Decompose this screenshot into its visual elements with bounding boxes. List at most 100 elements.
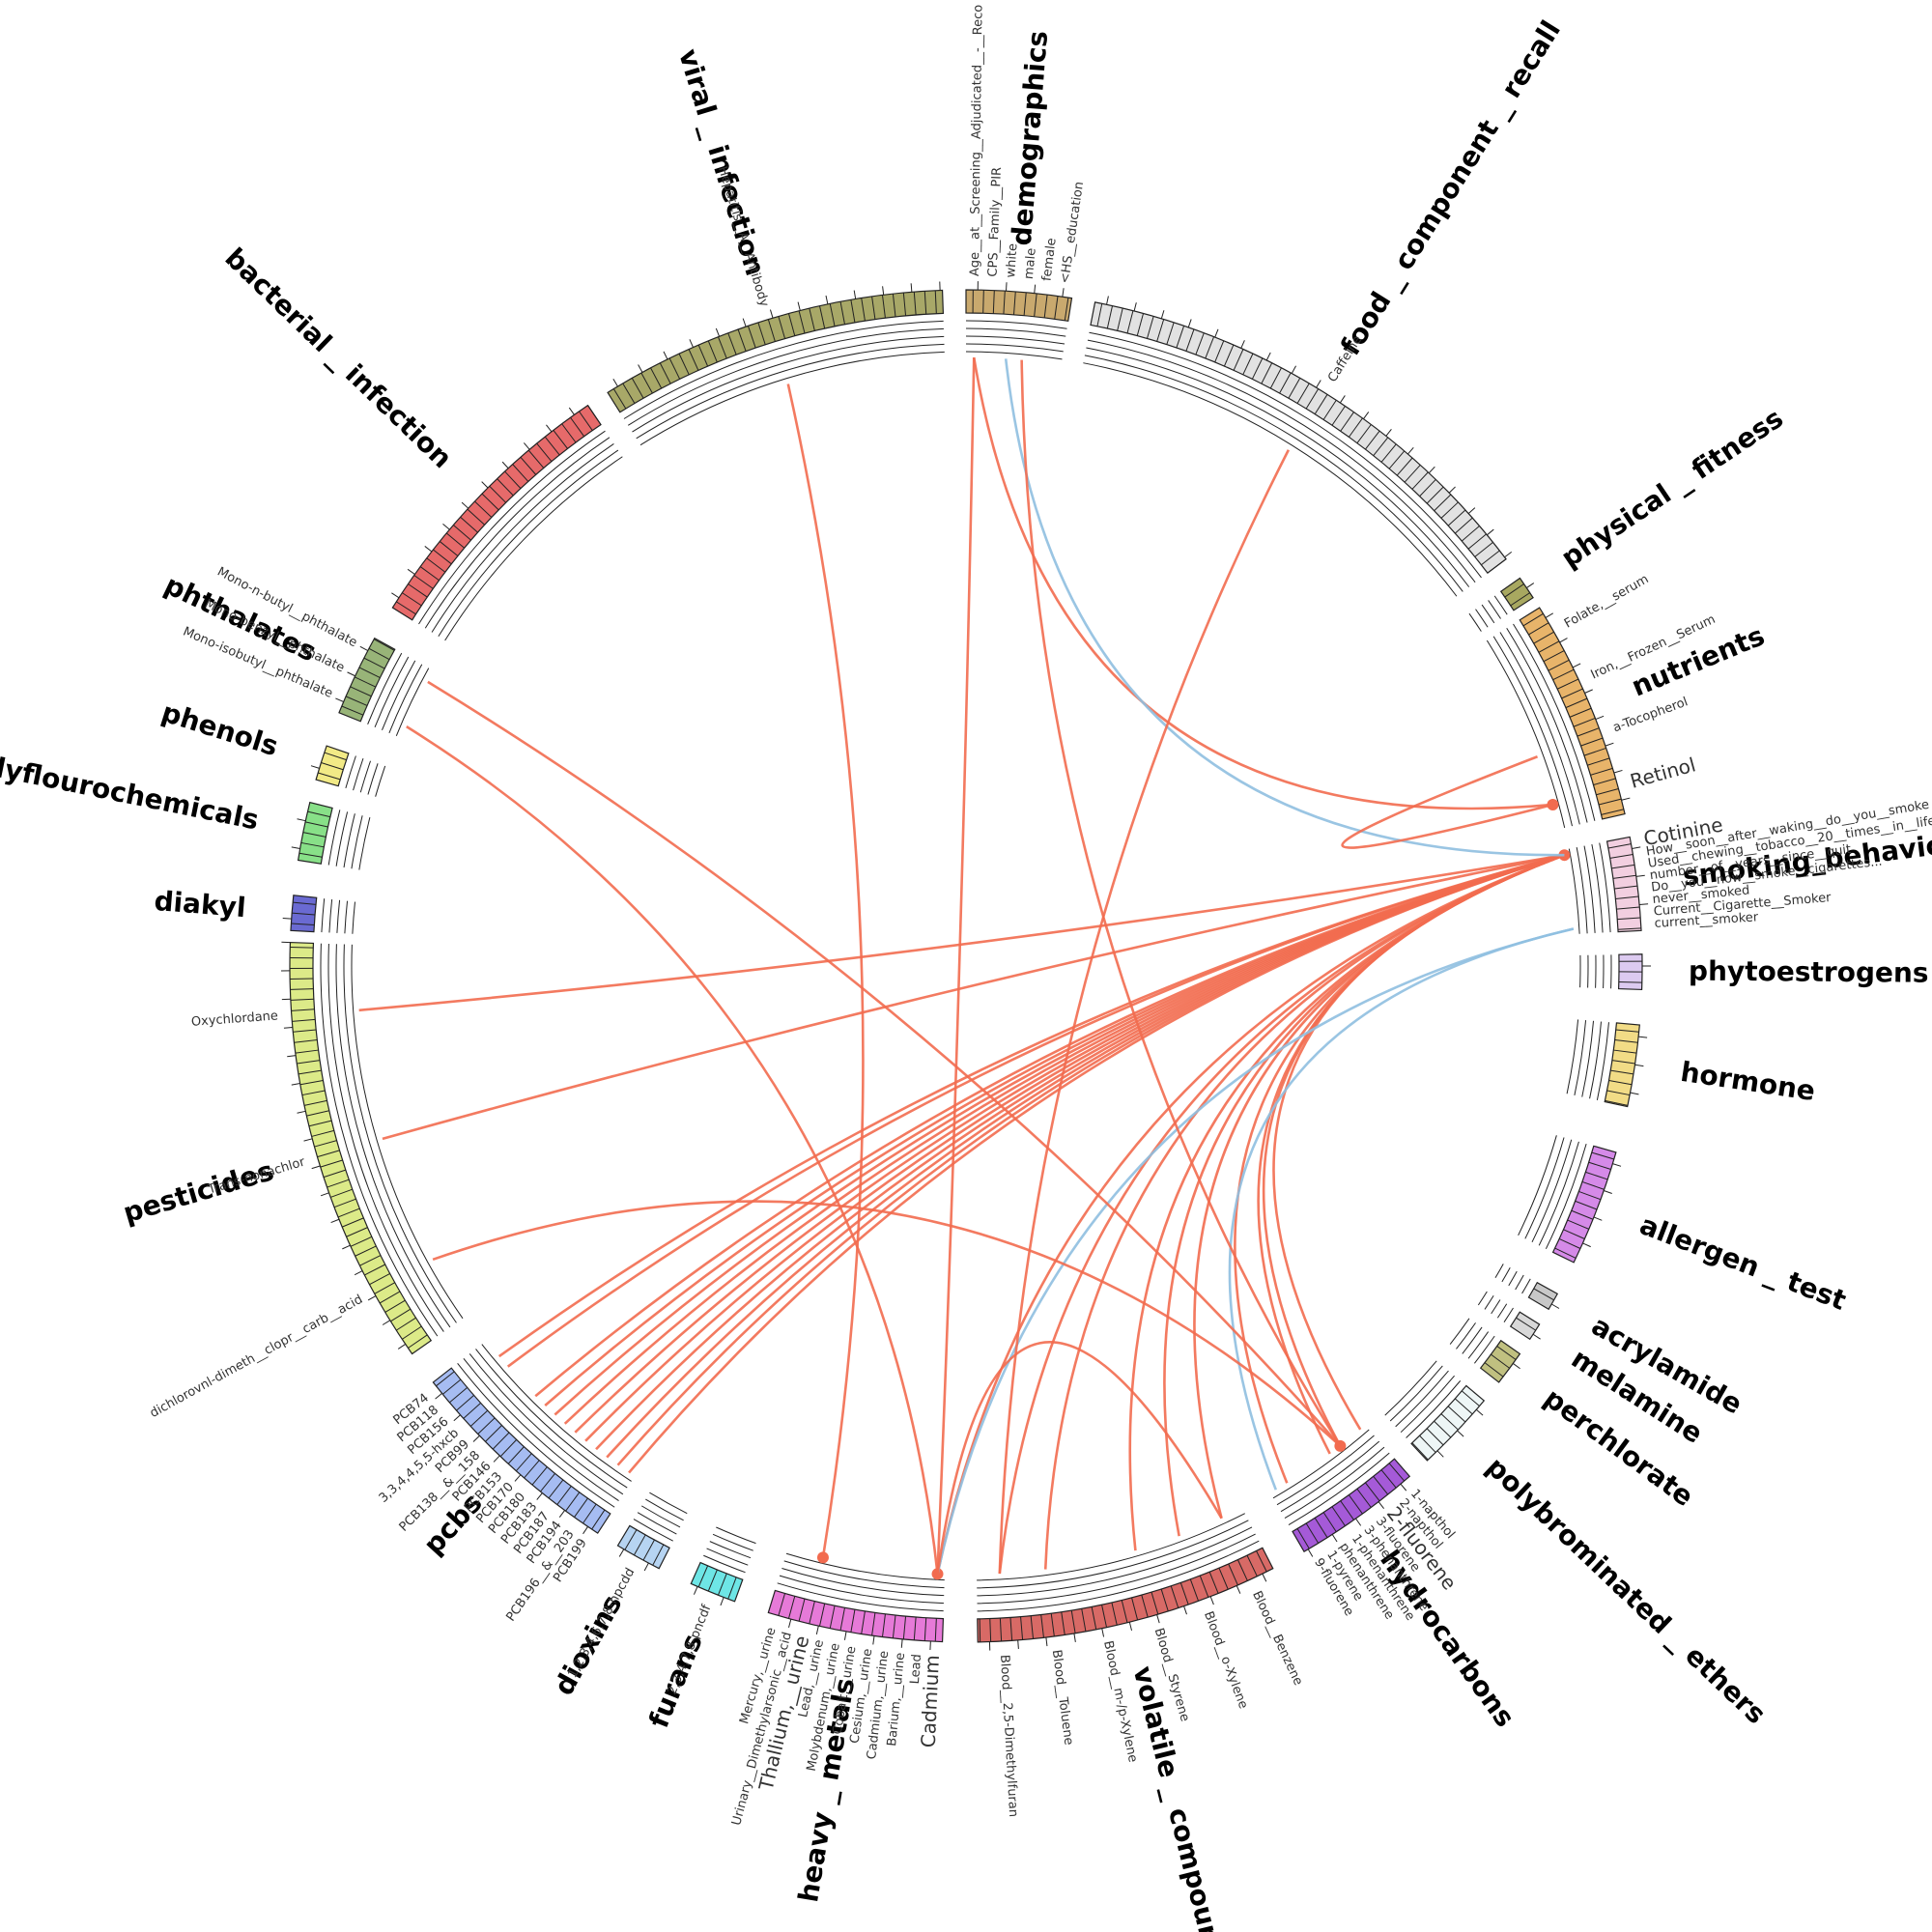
sector-divider xyxy=(934,1618,937,1642)
group-label: viral _ infection xyxy=(672,45,772,279)
sector-tick xyxy=(291,1083,300,1086)
sector-divider xyxy=(1199,1575,1209,1598)
sector-divider xyxy=(330,1188,353,1198)
sector-divider xyxy=(659,362,671,384)
track xyxy=(1456,1322,1476,1350)
sector-divider xyxy=(1061,1611,1065,1635)
feature-label: current__smoker xyxy=(1654,910,1759,931)
feature-label: dichlorovnl-dimeth__clopr__carb__acid xyxy=(148,1293,365,1421)
feature-label: 1,2,3,4,6,7,8-hpcdd xyxy=(565,1566,638,1681)
sector-divider xyxy=(1160,1588,1169,1612)
sector-tick xyxy=(663,351,668,360)
track xyxy=(1276,1435,1375,1506)
sector-divider xyxy=(1356,1488,1372,1508)
link xyxy=(628,853,1565,1474)
sector-divider xyxy=(1522,612,1544,627)
sector-divider xyxy=(574,1497,588,1518)
sector-tick xyxy=(882,286,885,296)
feature-label: Blood__2,5-Dimethylfuran xyxy=(997,1654,1020,1817)
sector-tick xyxy=(1316,380,1321,388)
sector-divider xyxy=(298,1069,322,1075)
sector-divider xyxy=(303,1099,327,1106)
sector-divider xyxy=(1348,1494,1363,1515)
sector-divider xyxy=(1331,1506,1346,1526)
sector-divider xyxy=(1596,787,1619,796)
track xyxy=(1576,847,1588,934)
sector-divider xyxy=(302,832,327,838)
sector-tick xyxy=(1073,1633,1076,1642)
sector-divider xyxy=(850,299,856,323)
sector-divider xyxy=(999,1618,1003,1642)
track xyxy=(327,943,444,1332)
sector-divider xyxy=(290,998,314,1001)
sector-divider xyxy=(445,532,465,549)
sector-tick xyxy=(1487,528,1494,536)
sector-divider xyxy=(304,821,328,828)
track xyxy=(1538,1141,1579,1246)
sector-divider xyxy=(737,328,747,352)
sector-divider xyxy=(379,1291,401,1304)
track xyxy=(335,811,349,867)
sector-divider xyxy=(1064,297,1069,321)
sector-tick xyxy=(1156,1614,1160,1624)
sector-divider xyxy=(1615,1029,1639,1033)
track xyxy=(1506,627,1588,823)
track xyxy=(1389,1365,1443,1422)
sector-divider xyxy=(881,295,886,319)
sector-divider xyxy=(1447,1406,1466,1423)
sector-tick xyxy=(1612,1163,1622,1167)
sector-divider xyxy=(1242,353,1254,376)
sector-divider xyxy=(515,1453,532,1471)
track xyxy=(637,1512,677,1535)
sector xyxy=(690,1526,756,1606)
feature-label: <HS__education xyxy=(1058,181,1087,284)
sector-divider xyxy=(861,1610,866,1634)
sector-tick xyxy=(1291,365,1297,374)
sector-divider xyxy=(436,1371,455,1387)
sector-divider xyxy=(1606,1090,1631,1096)
sector-divider xyxy=(1396,457,1413,476)
sector-divider xyxy=(707,340,718,363)
sector-divider xyxy=(934,290,937,314)
feature-label: CPS__Family__PIR xyxy=(986,167,1005,277)
sector-divider xyxy=(1096,303,1103,327)
track xyxy=(633,1519,673,1542)
sector-tick xyxy=(1355,1518,1362,1526)
track xyxy=(1492,636,1573,827)
sector xyxy=(767,1552,945,1651)
sector-tick xyxy=(1385,429,1392,437)
track xyxy=(1521,1278,1531,1294)
track xyxy=(469,1353,624,1495)
sector-divider xyxy=(697,1565,709,1588)
track xyxy=(1515,1274,1524,1291)
sector-divider xyxy=(612,388,627,410)
link xyxy=(563,853,1565,1425)
sector xyxy=(1566,1019,1648,1108)
sector-tick xyxy=(1062,288,1065,298)
sector-tick xyxy=(1584,689,1593,694)
sector-divider xyxy=(295,1049,319,1054)
sector-divider xyxy=(809,307,815,331)
track xyxy=(1486,639,1566,829)
track xyxy=(1566,1019,1579,1094)
sector-divider xyxy=(798,310,806,334)
sector-tick xyxy=(1407,446,1414,455)
sector-divider xyxy=(1615,895,1639,900)
track xyxy=(1596,1022,1609,1100)
sector-tick xyxy=(1475,1408,1484,1416)
sector-divider xyxy=(1608,1080,1633,1086)
sector-tick xyxy=(442,523,450,530)
sector-tick xyxy=(407,568,415,575)
sector-bar xyxy=(338,637,396,723)
sector-divider xyxy=(1556,678,1579,690)
sector-tick xyxy=(453,1414,461,1422)
sector xyxy=(1449,1318,1521,1383)
sector-tick xyxy=(1621,797,1631,801)
sector-divider xyxy=(819,305,826,329)
sector-divider xyxy=(1117,307,1123,331)
track xyxy=(1468,612,1482,632)
sector-tick xyxy=(1209,1596,1214,1605)
sector-divider xyxy=(524,1460,540,1479)
sector-divider xyxy=(469,1409,489,1427)
sector-divider xyxy=(359,1255,382,1266)
